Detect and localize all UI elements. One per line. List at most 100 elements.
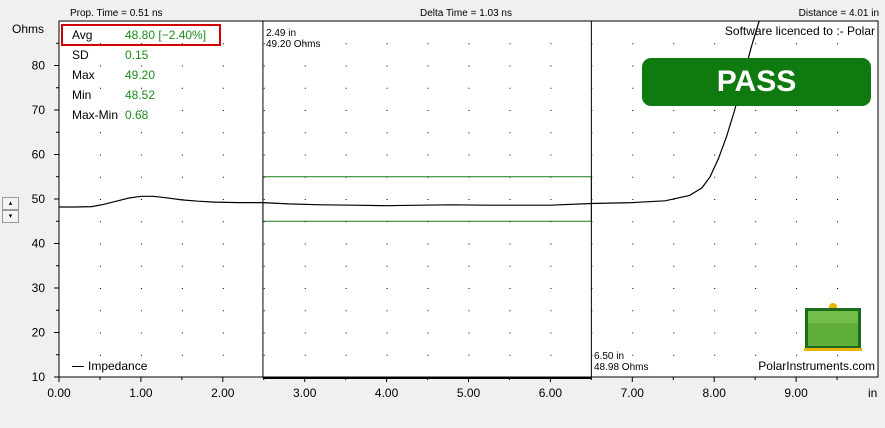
grid-dot — [386, 265, 388, 267]
grid-dot — [181, 265, 183, 267]
spinner-up-icon[interactable]: ▴ — [2, 197, 19, 210]
grid-dot — [550, 154, 552, 156]
grid-dot — [550, 243, 552, 245]
scale-spinner[interactable]: ▴ ▾ — [2, 197, 19, 225]
grid-dot — [345, 154, 347, 156]
grid-dot — [345, 265, 347, 267]
grid-dot — [386, 110, 388, 111]
grid-dot — [796, 43, 798, 45]
grid-dot — [550, 199, 552, 200]
grid-dot — [796, 154, 798, 156]
grid-dot — [99, 110, 101, 111]
grid-dot — [99, 87, 101, 89]
grid-dot — [837, 243, 839, 245]
y-tick-label: 40 — [32, 237, 46, 251]
grid-dot — [181, 132, 183, 134]
grid-dot — [99, 154, 101, 156]
grid-dot — [345, 43, 347, 45]
grid-dot — [632, 354, 634, 356]
grid-dot — [468, 354, 470, 356]
grid-dot — [837, 43, 839, 45]
grid-dot — [632, 65, 634, 67]
grid-dot — [673, 154, 675, 156]
grid-dot — [632, 87, 634, 89]
grid-dot — [509, 132, 511, 134]
grid-dot — [222, 87, 224, 89]
cursor-1-value: 49.20 Ohms — [266, 39, 321, 50]
grid-dot — [837, 176, 839, 178]
grid-dot — [140, 243, 142, 245]
grid-dot — [99, 65, 101, 67]
grid-dot — [755, 265, 757, 267]
grid-dot — [140, 110, 142, 111]
grid-dot — [837, 354, 839, 356]
grid-dot — [99, 243, 101, 245]
grid-dot — [263, 288, 265, 289]
grid-dot — [509, 265, 511, 267]
grid-dot — [714, 265, 716, 267]
grid-dot — [140, 43, 142, 45]
x-tick-label: 5.00 — [457, 386, 481, 400]
grid-dot — [386, 332, 388, 334]
avg-highlight-box — [61, 24, 221, 46]
grid-dot — [468, 265, 470, 267]
stat-label: SD — [72, 48, 89, 62]
x-tick-label: 0.00 — [47, 386, 71, 400]
grid-dot — [427, 288, 429, 289]
series-line-impedance — [59, 21, 760, 208]
grid-dot — [714, 243, 716, 245]
y-tick-label: 60 — [32, 148, 46, 162]
grid-dot — [632, 154, 634, 156]
grid-dot — [755, 199, 757, 200]
grid-dot — [509, 65, 511, 67]
grid-dot — [99, 288, 101, 289]
x-tick-label: 6.00 — [539, 386, 563, 400]
grid-dot — [222, 132, 224, 134]
grid-dot — [796, 221, 798, 223]
stat-label: Min — [72, 88, 92, 102]
grid-dot — [222, 288, 224, 289]
grid-dot — [99, 132, 101, 134]
grid-dot — [550, 354, 552, 356]
cursor-2-readout: 6.50 in 48.98 Ohms — [594, 351, 648, 373]
grid-dot — [509, 110, 511, 111]
grid-dot — [263, 132, 265, 134]
grid-dot — [714, 154, 716, 156]
grid-dot — [345, 110, 347, 111]
y-tick-label: 30 — [32, 281, 46, 295]
y-tick-label: 20 — [32, 326, 46, 340]
grid-dot — [386, 43, 388, 45]
grid-dot — [509, 288, 511, 289]
grid-dot — [140, 221, 142, 223]
grid-dot — [222, 110, 224, 111]
grid-dot — [509, 310, 511, 312]
grid-dot — [386, 132, 388, 134]
grid-dot — [632, 288, 634, 289]
grid-dot — [99, 221, 101, 223]
grid-dot — [263, 199, 265, 200]
stat-label: Max-Min — [72, 108, 119, 122]
grid-dot — [427, 332, 429, 334]
grid-dot — [345, 243, 347, 245]
stat-value: 0.68 — [125, 108, 149, 122]
grid-dot — [304, 354, 306, 356]
grid-dot — [714, 354, 716, 356]
grid-dot — [304, 43, 306, 45]
grid-dot — [263, 65, 265, 67]
grid-dot — [263, 354, 265, 356]
grid-dot — [386, 288, 388, 289]
grid-dot — [509, 199, 511, 200]
spinner-down-icon[interactable]: ▾ — [2, 210, 19, 223]
grid-dot — [263, 43, 265, 45]
grid-dot — [386, 310, 388, 312]
grid-dot — [468, 154, 470, 156]
grid-dot — [304, 332, 306, 334]
grid-dot — [755, 132, 757, 134]
grid-dot — [99, 176, 101, 178]
grid-dot — [468, 87, 470, 89]
grid-dot — [468, 43, 470, 45]
cursor-2-value: 48.98 Ohms — [594, 362, 649, 373]
grid-dot — [468, 243, 470, 245]
grid-dot — [755, 354, 757, 356]
grid-dot — [714, 310, 716, 312]
